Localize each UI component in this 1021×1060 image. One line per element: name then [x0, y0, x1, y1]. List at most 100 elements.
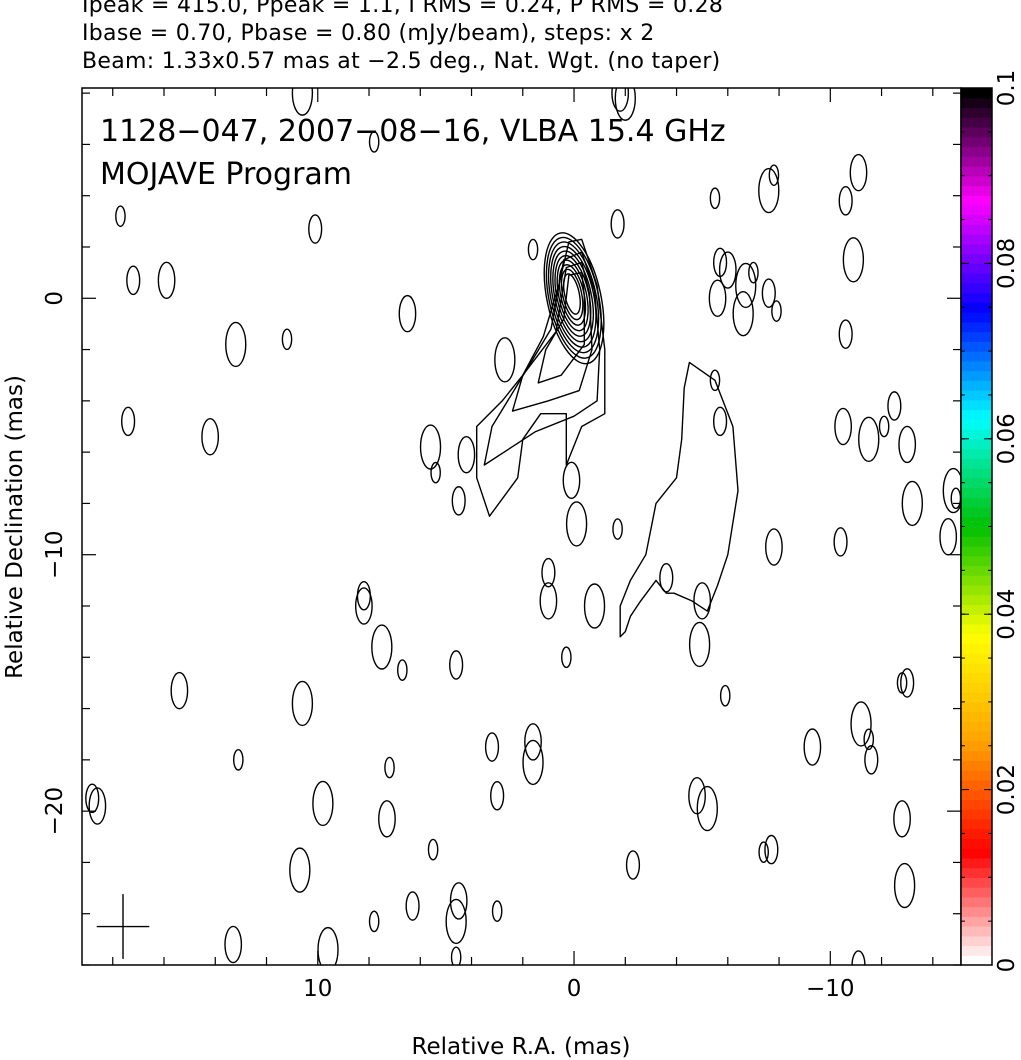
colorbar-band	[961, 429, 992, 440]
plot-subtitle: MOJAVE Program	[100, 157, 352, 192]
colorbar-band	[961, 760, 992, 771]
noise-contour	[898, 425, 917, 464]
noise-contour	[887, 391, 902, 421]
colorbar-band	[961, 165, 992, 177]
colorbar-band	[961, 468, 992, 479]
colorbar-band	[961, 224, 992, 235]
colorbar-band	[961, 360, 992, 372]
noise-contour	[838, 186, 853, 216]
noise-contour	[851, 950, 866, 965]
noise-contour	[610, 209, 625, 239]
colorbar-band	[961, 185, 992, 196]
noise-contour	[541, 557, 556, 588]
colorbar-band	[961, 214, 992, 226]
noise-contour	[850, 701, 872, 747]
colorbar-band	[961, 253, 992, 264]
y-tick-label: −20	[42, 787, 68, 836]
colorbar-band	[961, 351, 992, 362]
header-line-2: Ibase = 0.70, Pbase = 0.80 (mJy/beam), s…	[82, 21, 655, 46]
core-contour	[552, 250, 595, 343]
contour-jet-level-3	[511, 261, 593, 412]
colorbar-band	[961, 701, 992, 713]
noise-contour	[398, 294, 417, 333]
noise-contour	[115, 205, 126, 228]
colorbar-band	[961, 204, 992, 216]
colorbar-band	[961, 263, 992, 274]
colorbar-band	[961, 380, 992, 391]
noise-contour	[494, 337, 516, 383]
colorbar-band	[961, 955, 992, 966]
colorbar-band	[961, 399, 992, 411]
noise-contour	[893, 800, 911, 838]
noise-contour	[397, 659, 408, 681]
contour-jet-level-2	[483, 251, 601, 466]
noise-contour	[281, 328, 293, 351]
colorbar-band	[961, 136, 992, 148]
core-contour	[562, 273, 581, 315]
axis-ticks	[82, 88, 961, 966]
colorbar-band	[961, 477, 992, 489]
noise-contour	[614, 88, 636, 121]
noise-contour	[583, 583, 606, 629]
colorbar-band	[961, 419, 992, 430]
colorbar-tick-label: 0.08	[994, 238, 1020, 289]
colorbar-band	[961, 88, 992, 99]
noise-contour	[170, 671, 189, 710]
noise-contour	[803, 728, 822, 766]
colorbar-band	[961, 302, 992, 313]
noise-contour	[522, 739, 544, 786]
noise-contour	[864, 745, 879, 775]
noise-contour	[527, 238, 539, 261]
noise-contour	[842, 237, 865, 283]
noise-contour	[524, 723, 542, 761]
colorbar-band	[961, 341, 992, 352]
colorbar-band	[961, 799, 992, 810]
noise-contour	[562, 461, 581, 500]
noise-contour	[761, 278, 776, 308]
colorbar-band	[961, 614, 992, 625]
noise-contour	[289, 847, 311, 893]
noise-contour	[356, 580, 372, 611]
colorbar-band	[961, 497, 992, 508]
noise-contour	[291, 88, 314, 116]
colorbar-band	[961, 555, 992, 567]
colorbar-band	[961, 828, 992, 839]
noise-contour	[157, 261, 176, 300]
noise-contour	[748, 261, 759, 284]
noise-contour	[419, 424, 442, 470]
noise-contour	[718, 251, 737, 289]
noise-contour	[368, 131, 380, 153]
noise-contour	[539, 582, 558, 620]
colorbar-band	[961, 243, 992, 255]
colorbar-band	[961, 390, 992, 401]
colorbar-band	[961, 458, 992, 469]
noise-contour	[85, 783, 100, 814]
noise-contour	[758, 841, 769, 864]
noise-contour	[317, 926, 339, 965]
noise-contour	[765, 528, 783, 566]
colorbar-band	[961, 282, 992, 294]
noise-contour	[368, 910, 380, 933]
colorbar-band	[961, 107, 992, 118]
y-tick-label: 0	[42, 291, 68, 306]
noise-contour	[764, 834, 779, 865]
core-contour	[560, 268, 584, 321]
colorbar-band	[961, 857, 992, 869]
y-tick-labels: 0 −10 −20	[42, 291, 68, 835]
colorbar-band	[961, 935, 992, 947]
colorbar-band	[961, 721, 992, 732]
noise-contour	[291, 680, 314, 727]
noise-contour	[445, 898, 467, 945]
noise-contour	[225, 321, 247, 368]
noise-contour	[312, 780, 334, 827]
x-axis-label: Relative R.A. (mas)	[412, 1034, 631, 1060]
noise-contour	[126, 265, 141, 296]
noise-contour	[834, 407, 853, 446]
colorbar-band	[961, 409, 992, 420]
noise-contour	[378, 800, 396, 838]
colorbar-band	[961, 633, 992, 645]
noise-contour	[693, 582, 712, 620]
colorbar-band	[961, 711, 992, 722]
noise-contour	[939, 518, 958, 556]
noise-contour	[233, 749, 244, 771]
